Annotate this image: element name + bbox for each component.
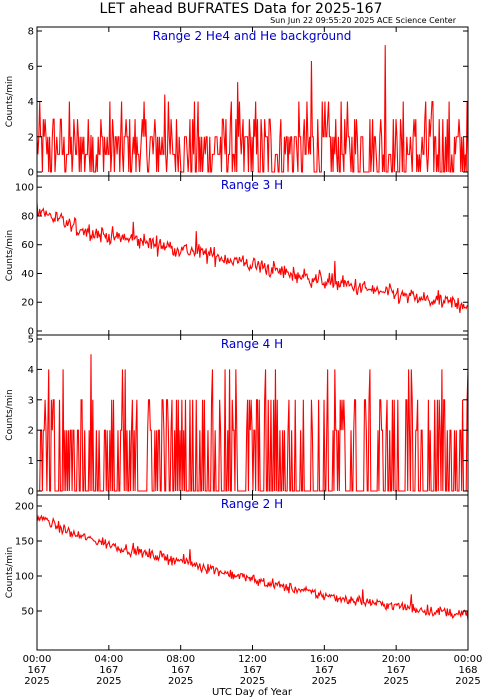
chart-title: LET ahead BUFRATES Data for 2025-167: [100, 1, 383, 17]
panel-2-ytick-label: 100: [15, 183, 34, 194]
x-axis-label: UTC Day of Year: [212, 687, 293, 698]
x-axis: 00:00167202504:00167202508:00167202512:0…: [23, 654, 482, 687]
xtick-year: 2025: [312, 676, 337, 687]
panels: 0 2 4 6 8 Counts/min Range 2 He4 and He backgr…: [5, 26, 469, 651]
panel-1-ytick-label: 8: [28, 27, 34, 38]
panel-4-frame: [36, 494, 469, 651]
xtick-year: 2025: [168, 676, 193, 687]
xtick-day: 167: [171, 665, 190, 676]
panel-3-ytick-label: 4: [28, 365, 34, 376]
xtick-year: 2025: [383, 676, 408, 687]
xtick-year: 2025: [240, 676, 265, 687]
panel-3-title: Range 4 H: [221, 337, 283, 351]
panel-1-ytick-label: 6: [28, 62, 34, 73]
panel-1: 0 2 4 6 8 Counts/min Range 2 He4 and He backgr…: [5, 26, 469, 179]
xtick-time: 04:00: [94, 654, 123, 665]
xtick-year: 2025: [455, 676, 480, 687]
panel-1-ytick-label: 4: [28, 97, 34, 108]
panel-4-ytick-label: 150: [15, 537, 34, 548]
xtick-day: 168: [458, 665, 477, 676]
xtick-time: 08:00: [166, 654, 195, 665]
panel-4-ytick-label: 200: [15, 502, 34, 513]
panel-2-ytick-label: 40: [21, 269, 34, 280]
panel-1-series-line: [36, 45, 469, 173]
panel-2-frame: [36, 175, 469, 336]
xtick-day: 167: [387, 665, 406, 676]
xtick-day: 167: [99, 665, 118, 676]
panel-4-series-line: [36, 514, 469, 621]
xtick-day: 167: [243, 665, 262, 676]
xtick-time: 00:00: [23, 654, 52, 665]
xtick-time: 00:00: [454, 654, 482, 665]
panel-3-ytick-label: 0: [28, 487, 34, 498]
panel-4-ylabel: Counts/min: [5, 547, 15, 598]
chart-timestamp: Sun Jun 22 09:55:20 2025 ACE Science Cen…: [270, 16, 457, 25]
panel-1-ytick-label: 2: [28, 132, 34, 143]
panel-3-ytick-label: 5: [28, 335, 34, 346]
panel-1-ylabel: Counts/min: [5, 76, 15, 127]
panel-2-series-line: [36, 202, 469, 313]
xtick-time: 16:00: [310, 654, 339, 665]
panel-3: 0 1 2 3 4 5 Counts/min Range 4 H: [5, 334, 469, 498]
panel-4-title: Range 2 H: [221, 497, 283, 511]
xtick-year: 2025: [24, 676, 49, 687]
xtick-day: 167: [315, 665, 334, 676]
panel-2: 0 20 40 60 80 100 Counts/min Range 3 H: [5, 175, 469, 338]
panel-4-ytick-label: 100: [15, 572, 34, 583]
panel-4: 50 100 150 200 Counts/min Range 2 H: [5, 494, 469, 651]
panel-3-ytick-label: 3: [28, 395, 34, 406]
xtick-day: 167: [27, 665, 46, 676]
panel-2-title: Range 3 H: [221, 178, 283, 192]
panel-2-ytick-label: 60: [21, 240, 34, 251]
panel-3-ytick-label: 1: [28, 456, 34, 467]
panel-1-ytick-label: 0: [28, 168, 34, 179]
panel-1-title: Range 2 He4 and He background: [153, 29, 352, 43]
panel-3-series-line: [37, 354, 469, 492]
panel-3-ytick-label: 2: [28, 426, 34, 437]
panel-4-ytick-label: 50: [21, 607, 34, 618]
panel-2-ytick-label: 80: [21, 211, 34, 222]
xtick-time: 12:00: [238, 654, 267, 665]
panel-2-ytick-label: 0: [28, 327, 34, 338]
panel-3-ylabel: Counts/min: [5, 389, 15, 440]
xtick-time: 20:00: [382, 654, 411, 665]
panel-2-ylabel: Counts/min: [5, 230, 15, 281]
panel-2-ytick-label: 20: [21, 298, 34, 309]
xtick-year: 2025: [96, 676, 121, 687]
